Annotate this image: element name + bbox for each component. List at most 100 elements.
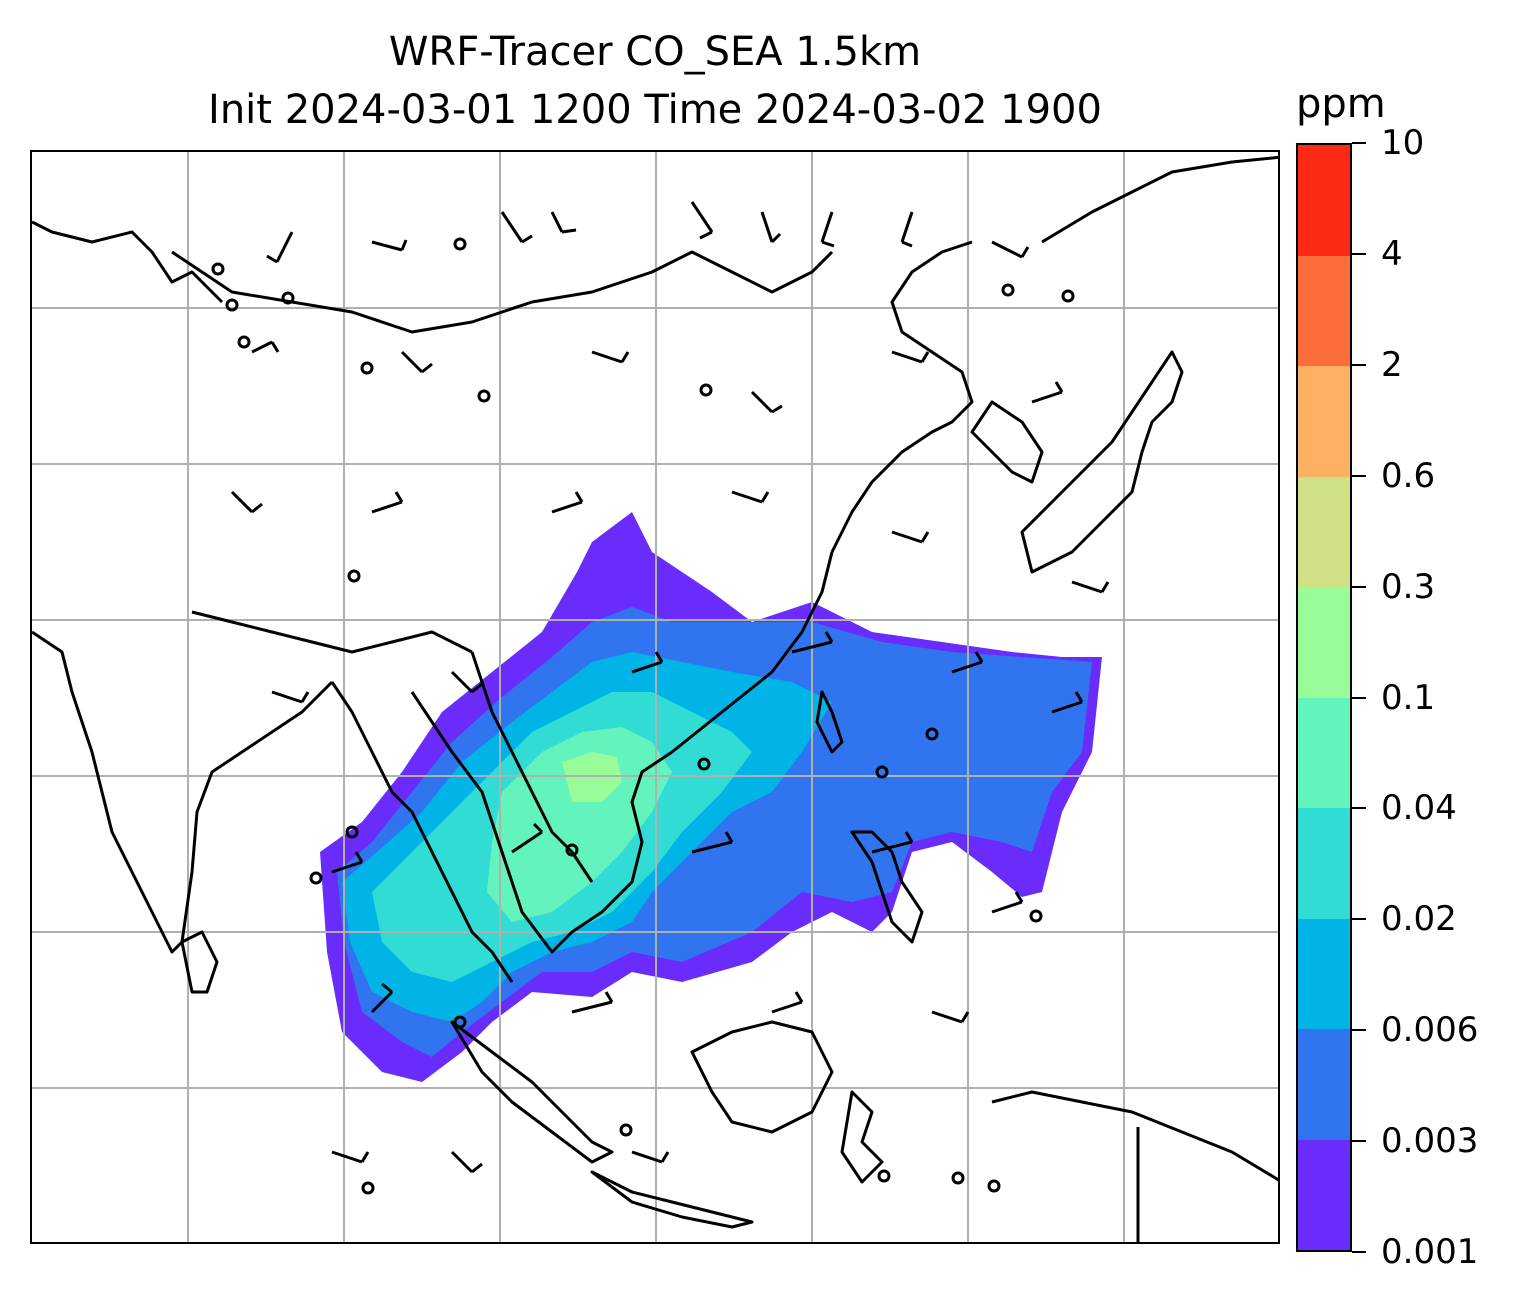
- calm-circle: [361, 1181, 375, 1195]
- coastline-borneo: [690, 1020, 834, 1134]
- wind-barb: [771, 991, 804, 1014]
- calm-circle: [453, 1015, 467, 1029]
- calm-circle: [877, 1169, 891, 1183]
- colorbar: [1296, 143, 1352, 1252]
- wind-barb: [760, 211, 782, 244]
- calm-circle: [619, 1123, 633, 1137]
- wind-barb: [450, 670, 483, 694]
- wind-barb: [690, 201, 714, 240]
- colorbar-segment: [1298, 1029, 1350, 1140]
- wind-barb: [900, 211, 914, 248]
- calm-circle: [345, 825, 359, 839]
- colorbar-tick: [1352, 1029, 1366, 1032]
- coastline-japan: [1020, 350, 1184, 574]
- coastline-new-guinea: [991, 1090, 1278, 1182]
- wind-barb: [731, 490, 770, 504]
- wind-barb: [500, 211, 533, 244]
- coastline-taiwan: [815, 690, 844, 754]
- colorbar-tick: [1352, 142, 1366, 144]
- coastline-sulawesi: [840, 1090, 884, 1184]
- colorbar-segment: [1298, 476, 1350, 587]
- colorbar-segment: [1298, 697, 1350, 808]
- wind-barb: [991, 891, 1024, 914]
- calm-circle: [237, 335, 251, 349]
- colorbar-tick: [1352, 1140, 1366, 1143]
- calm-circle: [1029, 909, 1043, 923]
- colorbar-segment: [1298, 1139, 1350, 1250]
- colorbar-tick: [1352, 474, 1366, 477]
- wind-barb: [1031, 381, 1064, 404]
- wind-barb: [450, 1150, 483, 1174]
- calm-circle: [477, 389, 491, 403]
- co-plume: [320, 512, 1102, 1082]
- coastline-bay-bengal-east: [330, 681, 514, 983]
- wind-barb: [371, 491, 404, 514]
- wind-barb: [991, 240, 1030, 259]
- colorbar-tick: [1352, 1251, 1366, 1253]
- wind-barb: [931, 1010, 970, 1024]
- wind-barb: [551, 491, 584, 514]
- wind-barb: [820, 211, 835, 248]
- colorbar-tick-label: 0.6: [1381, 455, 1436, 496]
- calm-circle: [697, 757, 711, 771]
- colorbar-tick-label: 0.1: [1381, 677, 1436, 718]
- calm-circle: [1001, 283, 1015, 297]
- colorbar-tick-label: 0.3: [1381, 566, 1436, 607]
- wind-barb: [400, 350, 433, 374]
- colorbar-tick: [1352, 585, 1366, 588]
- coastlines: [32, 155, 1278, 1242]
- colorbar-segment: [1298, 587, 1350, 698]
- map-canvas: [32, 152, 1278, 1242]
- colorbar-tick-label: 0.006: [1381, 1010, 1479, 1051]
- wind-barb: [371, 239, 408, 252]
- wind-barb: [370, 982, 394, 1014]
- colorbar-segment: [1298, 145, 1350, 256]
- colorbar-tick-label: 0.003: [1381, 1121, 1479, 1162]
- border-indochina: [470, 651, 594, 883]
- calm-circle: [565, 843, 579, 857]
- wind-barb: [631, 651, 664, 674]
- colorbar-tick-label: 4: [1381, 233, 1403, 274]
- colorbar-tick: [1352, 918, 1366, 921]
- wind-barb: [331, 1150, 370, 1164]
- colorbar-tick-label: 0.001: [1381, 1232, 1479, 1272]
- colorbar-tick: [1352, 252, 1366, 255]
- calm-circle: [951, 1171, 965, 1185]
- calm-circle: [875, 765, 889, 779]
- coastline-mainland-sea: [410, 551, 834, 954]
- map-plot-area: [30, 150, 1280, 1244]
- coastline-srilanka: [180, 930, 219, 994]
- coastline-russia-east: [1041, 155, 1278, 244]
- coastline-korea: [970, 400, 1044, 484]
- colorbar-segment: [1298, 255, 1350, 366]
- wind-barb: [891, 350, 930, 364]
- calm-circle: [360, 361, 374, 375]
- colorbar-tick: [1352, 363, 1366, 366]
- coastline-philippines: [850, 830, 924, 944]
- calm-circle: [453, 237, 467, 251]
- colorbar-segment: [1298, 808, 1350, 919]
- wind-barb: [571, 991, 614, 1014]
- wind-barb: [691, 831, 734, 854]
- wind-barb: [871, 831, 914, 854]
- border-mongolia: [171, 250, 834, 334]
- calm-circle: [225, 298, 239, 312]
- colorbar-tick-label: 0.02: [1381, 899, 1457, 940]
- coastline-china-east: [830, 240, 974, 553]
- colorbar-segment: [1298, 918, 1350, 1029]
- gridlines: [32, 152, 1278, 1242]
- wind-barb: [891, 530, 930, 544]
- wind-barb: [951, 651, 984, 674]
- wind-barb: [1051, 691, 1084, 714]
- wind-barb: [251, 340, 280, 354]
- wind-barb: [1071, 580, 1110, 594]
- wind-barb: [591, 350, 630, 364]
- wind-barb: [511, 822, 544, 854]
- calm-circle: [987, 1179, 1001, 1193]
- wind-barb: [750, 390, 783, 414]
- calm-circle: [281, 291, 295, 305]
- chart-title-line2: Init 2024-03-01 1200 Time 2024-03-02 190…: [208, 87, 1102, 133]
- coastline-java: [590, 1170, 754, 1229]
- coastline-west: [32, 220, 224, 304]
- wind-barb: [266, 231, 294, 264]
